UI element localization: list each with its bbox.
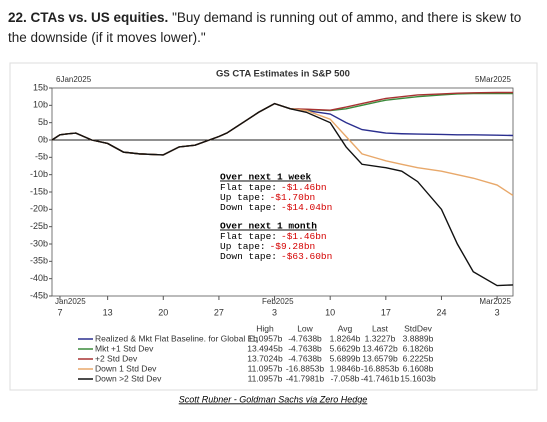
quote: "Buy demand is running out of ammo, and …	[8, 10, 522, 45]
y-tick-label: 10b	[33, 100, 48, 110]
legend-header: StdDev	[404, 323, 433, 333]
legend-header: Last	[372, 323, 389, 333]
legend-stat: -41.7461b	[361, 373, 400, 383]
annotation-header: Over next 1 month	[220, 221, 317, 232]
annotation-label: Flat tape:	[220, 231, 277, 242]
legend-stat: -16.8853b	[286, 363, 325, 373]
intro-text: 22. CTAs vs. US equities. "Buy demand is…	[8, 8, 538, 48]
y-tick-label: -30b	[30, 238, 48, 248]
y-tick-label: -10b	[30, 169, 48, 179]
month-label: Mar2025	[479, 297, 511, 306]
legend-stat: -16.8853b	[361, 363, 400, 373]
legend-stat: -4.7638b	[288, 353, 322, 363]
annotation-label: Up tape:	[220, 192, 266, 203]
legend-stat: 13.4672b	[362, 343, 398, 353]
legend-stat: 11.0957b	[248, 363, 283, 373]
legend-stat: 1.9846b	[330, 363, 361, 373]
legend-stat: 6.1826b	[403, 343, 434, 353]
annotation-line: Up tape: -$9.28bn	[220, 241, 315, 252]
x-tick-label: 17	[381, 307, 391, 317]
legend-label: Mkt +1 Std Dev	[95, 343, 154, 353]
legend-stat: 3.8889b	[403, 333, 434, 343]
legend-stat: 11.0957b	[248, 333, 283, 343]
legend-label: Down 1 Std Dev	[95, 363, 157, 373]
legend-stat: 13.4945b	[247, 343, 283, 353]
annotation-value: -$1.70bn	[270, 192, 316, 203]
y-tick-label: 5b	[38, 117, 48, 127]
legend-stat: -4.7638b	[288, 343, 322, 353]
legend-stat: 1.8264b	[330, 333, 361, 343]
y-tick-label: 15b	[33, 82, 48, 92]
end-label: 5Mar2025	[475, 75, 512, 84]
annotation-value: -$1.46bn	[281, 231, 327, 242]
x-tick-label: 10	[325, 307, 335, 317]
legend-stat: -41.7981b	[286, 373, 325, 383]
legend-stat: 1.3227b	[365, 333, 396, 343]
x-tick-label: 3	[272, 307, 277, 317]
y-tick-label: -25b	[30, 221, 48, 231]
annotation-label: Flat tape:	[220, 182, 277, 193]
annotation-line: Down tape: -$14.04bn	[220, 202, 332, 213]
legend-stat: 15.1603b	[400, 373, 436, 383]
x-tick-label: 20	[158, 307, 168, 317]
annotation-line: Flat tape: -$1.46bn	[220, 231, 327, 242]
legend-stat: 5.6629b	[330, 343, 361, 353]
start-label: 6Jan2025	[56, 75, 92, 84]
annotation-line: Flat tape: -$1.46bn	[220, 182, 327, 193]
annotation-line: Up tape: -$1.70bn	[220, 192, 315, 203]
y-tick-label: -45b	[30, 290, 48, 300]
heading: 22. CTAs vs. US equities.	[8, 10, 169, 25]
annotation-value: -$63.60bn	[281, 251, 332, 262]
y-tick-label: -20b	[30, 204, 48, 214]
month-label: Jan2025	[55, 297, 86, 306]
legend-stat: 13.7024b	[247, 353, 283, 363]
legend-stat: 11.0957b	[248, 373, 283, 383]
legend-label: Realized & Mkt Flat Baseline. for Global…	[95, 333, 258, 343]
annotation-value: -$1.46bn	[281, 182, 327, 193]
legend-stat: 13.6579b	[362, 353, 398, 363]
legend-stat: 6.1608b	[403, 363, 434, 373]
chart-title: GS CTA Estimates in S&P 500	[216, 69, 350, 80]
x-tick-label: 27	[214, 307, 224, 317]
annotation-header: Over next 1 week	[220, 172, 312, 183]
legend-stat: -7.058b	[331, 373, 360, 383]
legend-header: Avg	[338, 323, 353, 333]
x-tick-label: 3	[495, 307, 500, 317]
y-tick-label: -15b	[30, 186, 48, 196]
legend-stat: 6.2225b	[403, 353, 434, 363]
month-label: Feb2025	[262, 297, 294, 306]
legend-label: +2 Std Dev	[95, 353, 138, 363]
x-tick-label: 13	[103, 307, 113, 317]
y-tick-label: -35b	[30, 256, 48, 266]
annotation-label: Up tape:	[220, 241, 266, 252]
legend-stat: -4.7638b	[288, 333, 322, 343]
annotation-value: -$14.04bn	[281, 202, 332, 213]
annotation-box	[216, 168, 322, 264]
legend-header: High	[256, 323, 274, 333]
y-tick-label: -5b	[35, 152, 48, 162]
y-tick-label: -40b	[30, 273, 48, 283]
x-tick-label: 7	[57, 307, 62, 317]
annotation-label: Down tape:	[220, 251, 277, 262]
source: Scott Rubner - Goldman Sachs via Zero He…	[179, 394, 368, 404]
y-tick-label: 0b	[38, 134, 48, 144]
legend-header: Low	[297, 323, 313, 333]
annotation-value: -$9.28bn	[270, 241, 316, 252]
x-tick-label: 24	[436, 307, 446, 317]
annotation-line: Down tape: -$63.60bn	[220, 251, 332, 262]
series-line	[51, 102, 514, 287]
legend-stat: 5.6899b	[330, 353, 361, 363]
annotation-label: Down tape:	[220, 202, 277, 213]
legend-label: Down >2 Std Dev	[95, 373, 162, 383]
